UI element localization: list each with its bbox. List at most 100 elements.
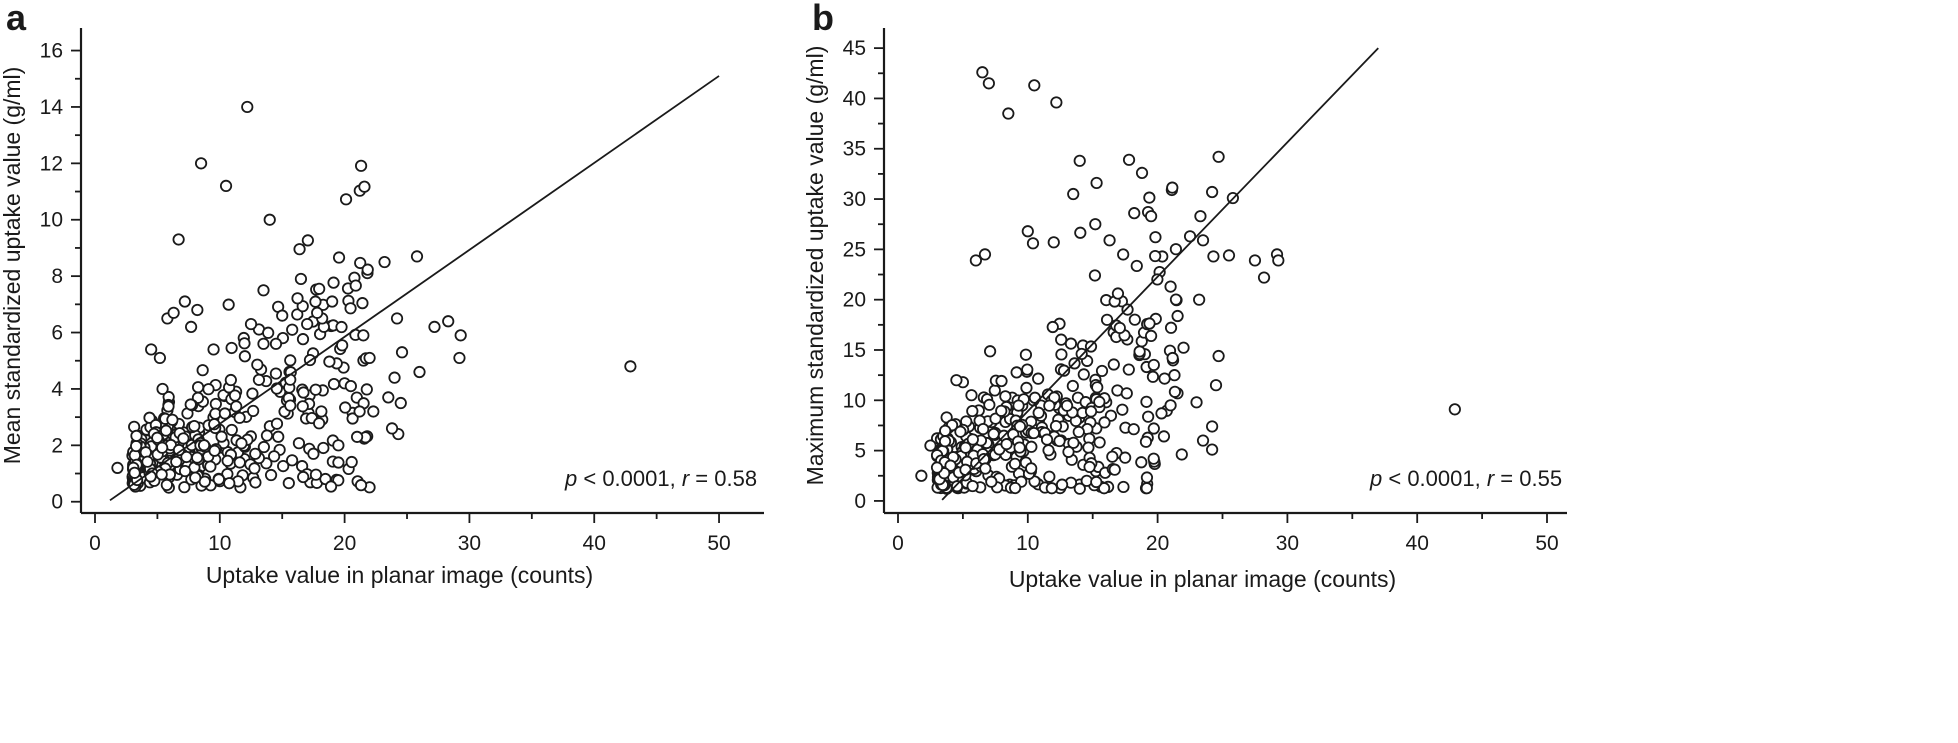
- data-point: [209, 397, 222, 411]
- data-point: [385, 422, 399, 435]
- data-point: [332, 439, 345, 452]
- data-point: [257, 337, 270, 350]
- data-point: [924, 439, 937, 452]
- data-point: [207, 343, 220, 356]
- data-point: [1133, 345, 1146, 358]
- data-point: [339, 401, 352, 414]
- data-point: [1149, 231, 1162, 244]
- data-point: [269, 337, 283, 350]
- data-point: [263, 213, 276, 226]
- data-point: [350, 430, 364, 443]
- data-point: [1117, 248, 1130, 261]
- y-tick-label: 5: [854, 440, 866, 463]
- data-point: [286, 454, 299, 467]
- data-point: [141, 455, 154, 468]
- data-point: [1168, 369, 1181, 382]
- data-point: [1120, 387, 1133, 400]
- y-tick-label: 10: [843, 389, 866, 412]
- data-point: [1027, 426, 1040, 440]
- data-point: [1100, 313, 1114, 326]
- data-point: [1043, 470, 1056, 483]
- data-point: [1107, 358, 1120, 371]
- data-point: [311, 306, 324, 319]
- data-point: [1183, 230, 1197, 243]
- data-point: [197, 439, 211, 452]
- data-point: [1093, 395, 1106, 408]
- data-point: [346, 412, 359, 425]
- x-tick-label: 0: [892, 532, 904, 555]
- data-point: [1143, 317, 1156, 330]
- data-point: [976, 66, 989, 79]
- data-point: [260, 429, 274, 442]
- data-point: [1140, 482, 1153, 495]
- data-point: [191, 381, 205, 394]
- data-point: [428, 320, 441, 333]
- y-tick-label: 20: [843, 289, 866, 312]
- data-point: [995, 404, 1008, 417]
- data-point: [224, 373, 237, 387]
- data-point: [1135, 456, 1148, 469]
- data-point: [160, 478, 173, 492]
- data-point: [1147, 422, 1160, 435]
- data-point: [382, 391, 395, 404]
- data-point: [1073, 482, 1086, 495]
- data-point: [357, 329, 370, 342]
- data-point: [1060, 399, 1074, 412]
- panel-letter: a: [6, 0, 27, 38]
- data-point: [1147, 452, 1160, 465]
- data-point: [930, 461, 944, 474]
- panel-letter: b: [812, 0, 834, 38]
- data-point: [378, 255, 391, 269]
- x-tick-label: 30: [458, 532, 481, 555]
- data-point: [222, 298, 235, 311]
- y-tick-label: 2: [51, 434, 63, 457]
- data-point: [361, 263, 374, 276]
- data-point: [177, 432, 190, 445]
- data-point: [1093, 436, 1106, 449]
- data-point: [1055, 478, 1069, 491]
- data-point: [1130, 259, 1143, 273]
- panel-b-scatter-plot: b 0 10 20 30 40 50 0 5 10 15 20 25 30 35 40 45 Uptake val…: [802, 0, 1567, 592]
- data-point: [296, 333, 310, 346]
- data-point: [204, 460, 217, 473]
- data-point: [966, 479, 979, 493]
- data-point: [284, 354, 297, 367]
- data-point: [291, 292, 304, 305]
- data-point: [1098, 416, 1111, 429]
- x-axis-label: Uptake value in planar image (counts): [206, 562, 593, 588]
- data-point: [167, 306, 180, 319]
- data-point: [249, 476, 262, 489]
- data-point: [270, 417, 284, 430]
- data-point: [188, 419, 201, 433]
- data-point: [225, 423, 238, 437]
- data-point: [1193, 293, 1206, 306]
- data-point: [1145, 210, 1158, 223]
- data-point: [356, 297, 369, 310]
- data-point: [1248, 254, 1262, 267]
- data-point: [985, 475, 998, 488]
- data-point: [1106, 450, 1119, 463]
- data-point: [1140, 471, 1154, 484]
- data-point: [184, 398, 197, 411]
- data-point: [1067, 436, 1080, 449]
- data-point: [326, 295, 339, 308]
- data-point: [178, 464, 192, 478]
- data-point: [247, 404, 260, 418]
- data-point: [296, 400, 309, 413]
- data-point: [995, 374, 1008, 388]
- data-point: [1448, 403, 1461, 416]
- data-point: [395, 346, 409, 359]
- data-point: [286, 323, 299, 336]
- data-point: [1055, 333, 1068, 346]
- data-point: [284, 399, 297, 412]
- data-point: [178, 295, 191, 308]
- y-tick-label: 40: [843, 87, 866, 110]
- data-point: [155, 468, 168, 481]
- data-point: [1128, 313, 1141, 326]
- data-point: [1046, 320, 1059, 334]
- data-point: [1013, 420, 1027, 433]
- data-point: [291, 308, 304, 321]
- data-point: [249, 447, 262, 460]
- data-point: [327, 276, 340, 289]
